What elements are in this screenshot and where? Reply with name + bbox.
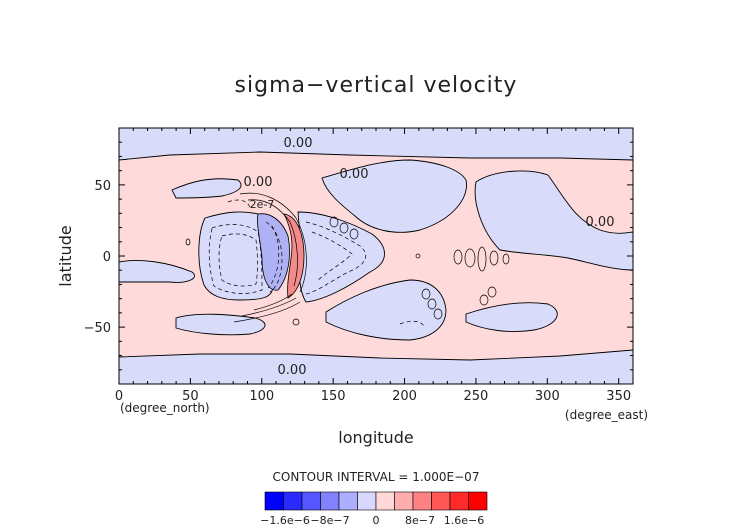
- chart-title: sigma−vertical velocity: [235, 73, 518, 98]
- x-tick-label: 0: [115, 389, 123, 404]
- negative-region-south-east-pacific: [465, 302, 558, 332]
- contour-interval-text: CONTOUR INTERVAL = 1.000E−07: [273, 470, 480, 484]
- colorbar-swatch: [357, 491, 377, 511]
- colorbar-tick-label: 1.6e−6: [444, 514, 484, 527]
- y-unit-label: (degree_north): [120, 401, 210, 415]
- negative-region-south-pacific: [325, 279, 447, 341]
- colorbar-swatch: [431, 491, 451, 511]
- contour-label: 0.00: [278, 363, 307, 378]
- contour-label-group: 0.00 0.00 0.00 0.00 0.00 2e-7: [244, 136, 615, 378]
- contour-label: 0.00: [340, 167, 369, 182]
- colorbar-tick-label: 0: [373, 514, 380, 527]
- minor-contour-loops: [185, 216, 510, 326]
- y-tick-label: −50: [84, 321, 111, 336]
- negative-region-south-atlantic: [175, 313, 266, 336]
- axis-ticks: 0 50 100 150 200 250 300 350 −50 0 50: [84, 128, 634, 404]
- contour-label: 0.00: [284, 136, 313, 151]
- colorbar-swatch: [320, 491, 340, 511]
- colorbar-swatch: [449, 491, 469, 511]
- contour-label: 0.00: [586, 215, 615, 230]
- colorbar-tick-label: −8e−7: [310, 514, 349, 527]
- colorbar-swatch: [338, 491, 358, 511]
- colorbar-swatch: [412, 491, 432, 511]
- colorbar-labels: −1.6e−6 −8e−7 0 8e−7 1.6e−6: [260, 514, 484, 527]
- x-tick-label: 50: [182, 389, 199, 404]
- contour-label: 2e-7: [250, 198, 275, 211]
- plot-area: 0.00 0.00 0.00 0.00 0.00 2e-7: [119, 128, 633, 384]
- negative-region-north-pole: [119, 128, 633, 161]
- negative-region-west-edge: [119, 260, 195, 283]
- colorbar-swatch: [301, 491, 321, 511]
- colorbar-tick-label: 8e−7: [405, 514, 435, 527]
- x-tick-label: 350: [606, 389, 631, 404]
- x-tick-label: 300: [535, 389, 560, 404]
- colorbar-swatch: [468, 491, 488, 511]
- colorbar: [264, 491, 488, 511]
- negative-region-east-pacific: [474, 170, 633, 271]
- colorbar-swatch: [264, 491, 284, 511]
- colorbar-swatch: [394, 491, 414, 511]
- x-tick-label: 200: [392, 389, 417, 404]
- y-axis-label: latitude: [56, 225, 75, 286]
- negative-region-north-atlantic: [171, 178, 242, 199]
- x-unit-label: (degree_east): [565, 408, 648, 422]
- colorbar-tick-label: −1.6e−6: [260, 514, 310, 527]
- y-tick-label: 0: [103, 250, 111, 265]
- contour-label: 0.00: [244, 175, 273, 190]
- negative-region-tropical-west: [198, 211, 274, 301]
- negative-region-south-pole: [119, 349, 633, 384]
- colorbar-swatch: [283, 491, 303, 511]
- colorbar-swatch: [375, 491, 395, 511]
- x-axis-label: longitude: [338, 428, 413, 447]
- positive-region-core: [283, 213, 305, 299]
- x-tick-label: 250: [464, 389, 489, 404]
- negative-region-north-pacific: [321, 159, 467, 233]
- negative-contours: [208, 199, 425, 327]
- x-tick-label: 150: [321, 389, 346, 404]
- x-tick-label: 100: [249, 389, 274, 404]
- positive-contours: [233, 192, 307, 323]
- y-tick-label: 50: [94, 179, 111, 194]
